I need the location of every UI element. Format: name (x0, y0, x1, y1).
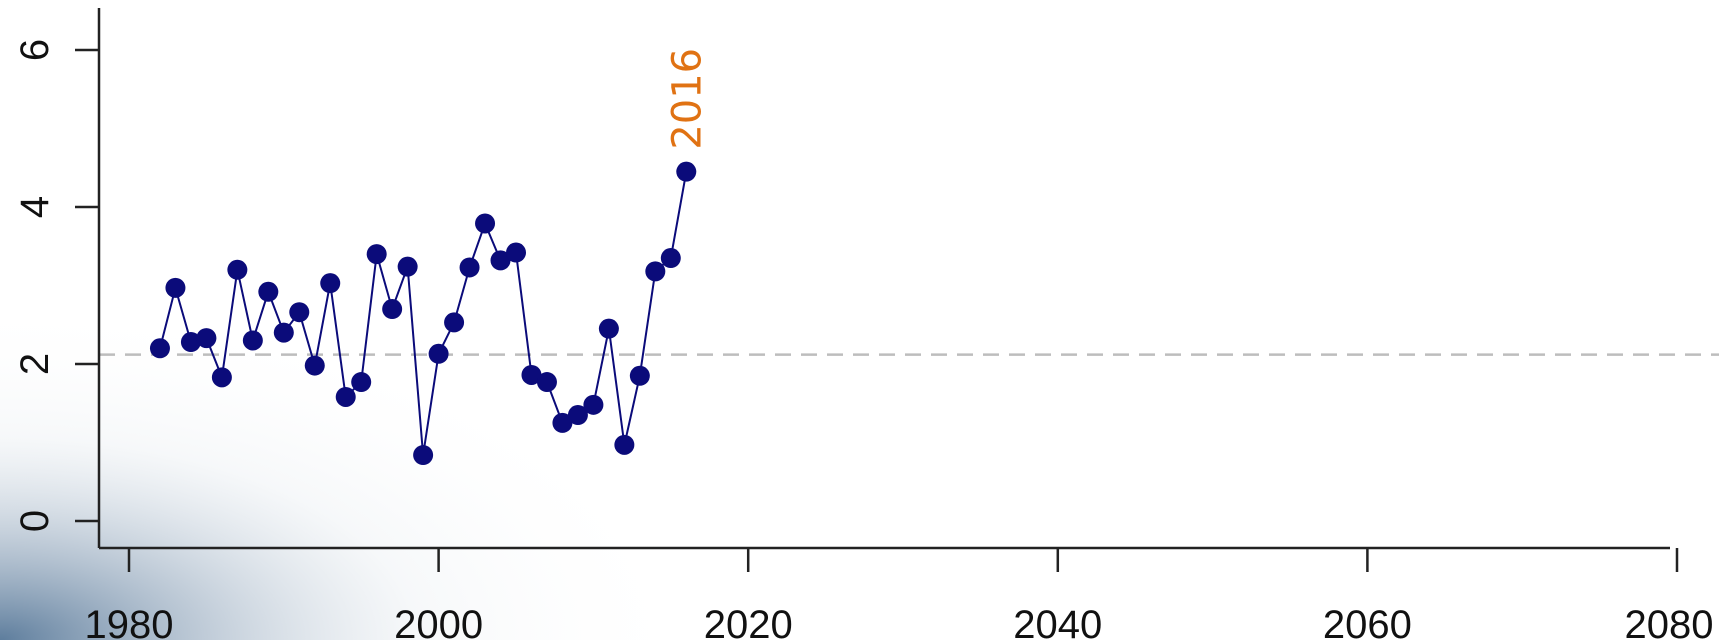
x-tick-label: 2020 (704, 603, 793, 640)
y-tick-label: 6 (13, 39, 57, 61)
data-point (335, 386, 356, 407)
data-point (180, 332, 201, 353)
data-point (242, 330, 263, 351)
data-point (459, 257, 480, 278)
data-point (320, 273, 341, 294)
data-point (196, 328, 217, 349)
data-point (567, 405, 588, 426)
x-tick-label: 2080 (1625, 603, 1714, 640)
data-point (258, 281, 279, 302)
data-point (629, 365, 650, 386)
data-point (382, 299, 403, 320)
data-point (211, 367, 232, 388)
data-point (444, 312, 465, 333)
data-point (165, 277, 186, 298)
data-point (273, 322, 294, 343)
y-tick-label: 2 (13, 353, 57, 375)
data-point (645, 261, 666, 282)
data-point (614, 434, 635, 455)
data-point (351, 372, 372, 393)
data-point (583, 394, 604, 415)
data-point (227, 259, 248, 280)
annotation-label: 2016 (664, 48, 710, 150)
y-tick-label: 0 (13, 510, 57, 532)
data-point (676, 161, 697, 182)
x-tick-label: 1980 (85, 603, 174, 640)
data-point (506, 242, 526, 263)
data-point (475, 213, 496, 234)
data-point (660, 248, 681, 269)
data-point (598, 318, 619, 339)
data-point (397, 256, 418, 277)
data-point (552, 412, 573, 433)
data-point (490, 250, 511, 271)
data-point (149, 338, 170, 359)
data-point (428, 343, 449, 364)
data-point (536, 372, 557, 393)
y-tick-label: 4 (13, 196, 57, 218)
data-point (521, 364, 542, 385)
data-point (366, 244, 387, 265)
data-point (413, 445, 434, 466)
x-tick-label: 2000 (394, 603, 483, 640)
water-texture (0, 300, 700, 640)
data-point (289, 302, 310, 323)
x-tick-label: 2040 (1013, 603, 1102, 640)
x-tick-label: 2060 (1323, 603, 1412, 640)
data-point (304, 355, 325, 376)
